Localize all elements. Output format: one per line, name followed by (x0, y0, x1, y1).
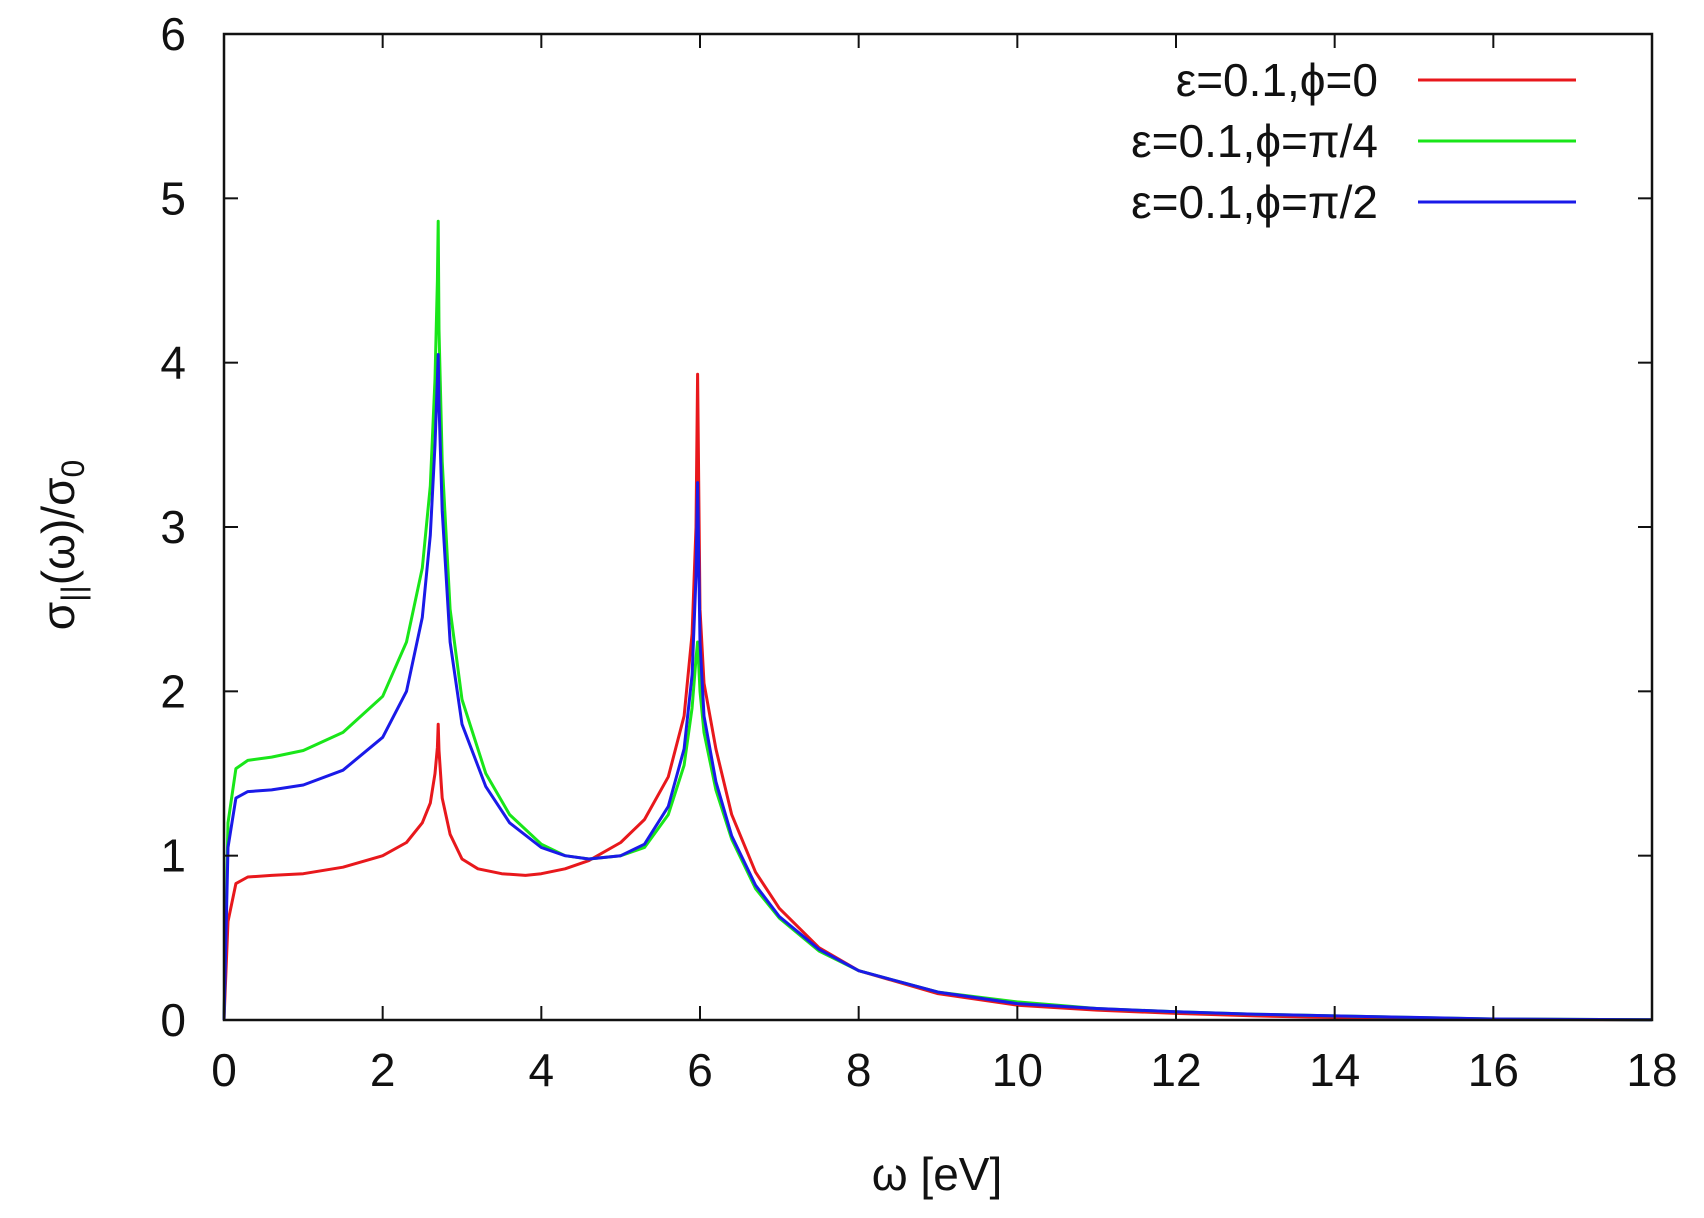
legend-label-3: ε=0.1,ϕ=π/2 (1131, 176, 1378, 228)
y-tick-label: 5 (160, 172, 186, 224)
y-tick-label: 4 (160, 337, 186, 389)
plot-border (222, 32, 1654, 1022)
legend-label-2: ε=0.1,ϕ=π/4 (1131, 115, 1378, 167)
series-line-3 (222, 353, 1653, 1022)
y-axis-title-zero: 0 (55, 460, 91, 478)
x-axis: 0 2 4 6 8 10 12 14 16 18 (211, 34, 1678, 1096)
x-tick-label: 16 (1468, 1044, 1519, 1096)
x-tick-label: 10 (992, 1044, 1043, 1096)
legend-label-1: ε=0.1,ϕ=0 (1176, 54, 1378, 106)
y-axis-title: σ||(ω)/σ0 (32, 460, 91, 631)
x-tick-label: 6 (687, 1044, 713, 1096)
series-layer (222, 219, 1653, 1022)
y-tick-label: 1 (160, 830, 186, 882)
x-tick-label: 12 (1150, 1044, 1201, 1096)
x-tick-label: 8 (846, 1044, 872, 1096)
x-axis-title: ω [eV] (872, 1148, 1003, 1200)
y-tick-label: 3 (160, 501, 186, 553)
y-axis: 0 1 2 3 4 5 6 (160, 8, 1652, 1046)
x-tick-label: 2 (370, 1044, 396, 1096)
x-tick-label: 0 (211, 1044, 237, 1096)
y-tick-label: 6 (160, 8, 186, 60)
series-line-1 (222, 372, 1653, 1022)
legend: ε=0.1,ϕ=0 ε=0.1,ϕ=π/4 ε=0.1,ϕ=π/2 (1131, 54, 1576, 228)
plot-frame (222, 32, 1654, 1022)
x-tick-label: 14 (1309, 1044, 1360, 1096)
y-axis-title-sigma: σ (32, 602, 84, 630)
y-axis-title-parallel: || (55, 585, 91, 602)
y-tick-label: 0 (160, 994, 186, 1046)
x-tick-label: 4 (529, 1044, 555, 1096)
x-tick-label: 18 (1626, 1044, 1677, 1096)
series-line-2 (222, 219, 1653, 1022)
y-tick-label: 2 (160, 665, 186, 717)
y-axis-title-omega: (ω)/σ (32, 478, 84, 586)
